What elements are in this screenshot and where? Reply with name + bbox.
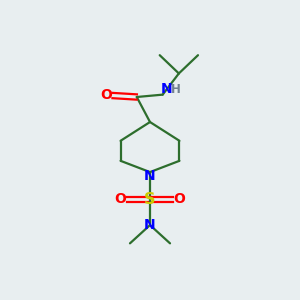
Text: O: O (173, 192, 185, 206)
Text: N: N (160, 82, 172, 96)
Text: O: O (100, 88, 112, 102)
Text: O: O (115, 192, 127, 206)
Text: N: N (144, 169, 156, 183)
Text: S: S (144, 192, 156, 207)
Text: N: N (144, 218, 156, 232)
Text: H: H (171, 83, 181, 96)
